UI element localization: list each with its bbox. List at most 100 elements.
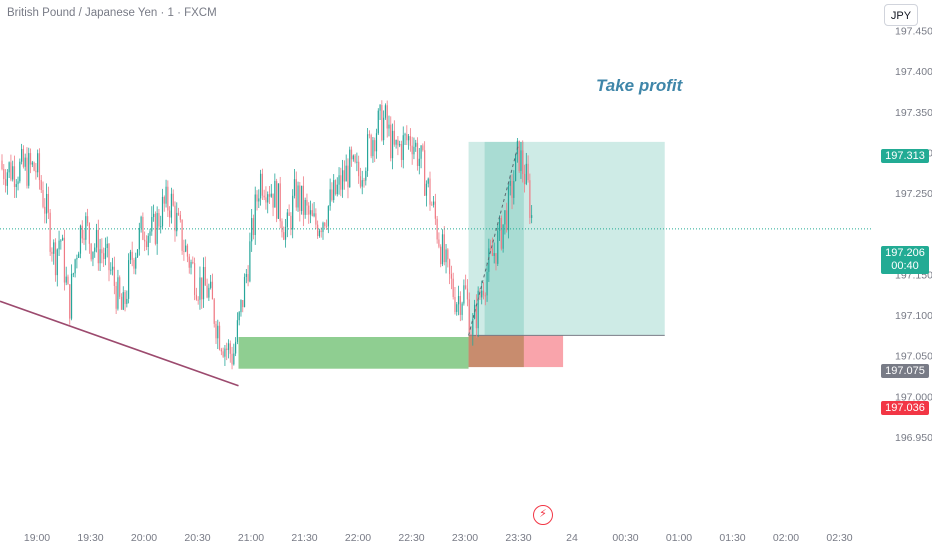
candle-body bbox=[245, 274, 247, 277]
candle bbox=[311, 203, 313, 217]
candle-body bbox=[206, 285, 208, 298]
candle bbox=[293, 168, 296, 199]
candle-body bbox=[249, 241, 251, 282]
candle-body bbox=[366, 134, 369, 171]
candle bbox=[509, 174, 511, 196]
candle-body bbox=[160, 226, 162, 228]
candle bbox=[26, 147, 28, 189]
candle bbox=[268, 185, 271, 204]
profit-zone-active bbox=[484, 141, 524, 336]
candle bbox=[138, 222, 140, 256]
candle bbox=[272, 193, 274, 217]
candle bbox=[457, 285, 460, 316]
candle-body bbox=[507, 185, 510, 231]
candle bbox=[63, 229, 66, 291]
candle-body bbox=[406, 134, 408, 141]
price-axis[interactable]: 197.450197.400197.350197.300197.250197.1… bbox=[895, 26, 932, 445]
candle-body bbox=[235, 341, 237, 354]
lightning-icon[interactable]: ⚡︎ bbox=[533, 505, 553, 525]
candle-body bbox=[19, 161, 21, 182]
candle-body bbox=[340, 175, 342, 190]
candle bbox=[69, 284, 71, 325]
candle bbox=[236, 312, 238, 345]
candle bbox=[4, 169, 7, 193]
candle-body bbox=[62, 237, 64, 241]
candle bbox=[259, 169, 262, 206]
candle bbox=[154, 211, 156, 246]
stop-price-badge: 197.036 bbox=[881, 401, 929, 415]
candle-body bbox=[413, 146, 415, 155]
candle bbox=[110, 262, 112, 275]
candle-body bbox=[481, 290, 483, 298]
candle bbox=[518, 140, 520, 173]
candle-body bbox=[452, 278, 454, 297]
candle-body bbox=[179, 214, 181, 220]
candle-body bbox=[47, 193, 49, 213]
candle bbox=[502, 224, 504, 253]
candle bbox=[42, 181, 44, 209]
candle bbox=[92, 251, 94, 267]
candle-body bbox=[101, 249, 103, 254]
candle bbox=[397, 135, 399, 156]
candle bbox=[213, 297, 215, 328]
candle bbox=[129, 249, 131, 264]
time-axis[interactable]: 19:00 19:30 20:00 20:30 21:00 21:30 22:00 22:30… bbox=[24, 532, 853, 544]
candle-body bbox=[54, 242, 57, 276]
candle bbox=[106, 236, 108, 258]
candle bbox=[427, 177, 429, 188]
bar-countdown: 00:40 bbox=[891, 260, 919, 272]
candle-body bbox=[276, 180, 278, 219]
candle-body bbox=[482, 290, 485, 296]
candle-body bbox=[99, 249, 101, 264]
candle bbox=[169, 206, 171, 227]
candle-body bbox=[149, 231, 151, 236]
candle-body bbox=[181, 219, 183, 251]
candle bbox=[336, 177, 338, 197]
candle bbox=[384, 103, 387, 120]
candle bbox=[443, 226, 445, 266]
candle bbox=[488, 238, 490, 282]
candle-body bbox=[500, 217, 502, 249]
candle bbox=[24, 153, 26, 171]
candle-body bbox=[372, 140, 374, 157]
candle bbox=[334, 179, 337, 196]
candle bbox=[195, 287, 197, 301]
candle-body bbox=[259, 173, 262, 199]
candle-body bbox=[515, 154, 517, 182]
candle-body bbox=[363, 180, 365, 182]
take-profit-annotation[interactable]: Take profit bbox=[596, 76, 683, 95]
candle bbox=[379, 104, 381, 121]
time-tick-label: 20:30 bbox=[184, 532, 210, 544]
candle-body bbox=[334, 180, 337, 195]
candle-body bbox=[208, 287, 210, 298]
candle bbox=[185, 239, 187, 253]
candle bbox=[495, 253, 497, 271]
time-tick-label: 22:30 bbox=[398, 532, 424, 544]
candle bbox=[383, 110, 385, 145]
candle bbox=[152, 204, 155, 222]
candle bbox=[113, 256, 115, 295]
candle bbox=[56, 248, 58, 287]
candle-body bbox=[8, 162, 10, 173]
candle bbox=[449, 258, 451, 285]
candle bbox=[531, 205, 533, 224]
currency-button[interactable]: JPY bbox=[884, 4, 918, 26]
candle-body bbox=[498, 217, 501, 231]
candle-body bbox=[126, 298, 128, 304]
candle bbox=[47, 186, 49, 220]
candle bbox=[226, 342, 228, 361]
candle-body bbox=[251, 218, 253, 242]
symbol-title[interactable]: British Pound / Japanese Yen · 1 · FXCM bbox=[7, 7, 217, 19]
candle-body bbox=[338, 175, 340, 185]
candle bbox=[202, 257, 205, 308]
candle bbox=[506, 202, 508, 233]
candle-body bbox=[138, 228, 140, 250]
candle bbox=[393, 120, 395, 147]
candle bbox=[461, 301, 463, 321]
trendline bbox=[0, 300, 239, 387]
candle-body bbox=[104, 247, 107, 260]
candle bbox=[342, 159, 344, 198]
candle-body bbox=[268, 194, 271, 197]
candle bbox=[434, 193, 436, 225]
